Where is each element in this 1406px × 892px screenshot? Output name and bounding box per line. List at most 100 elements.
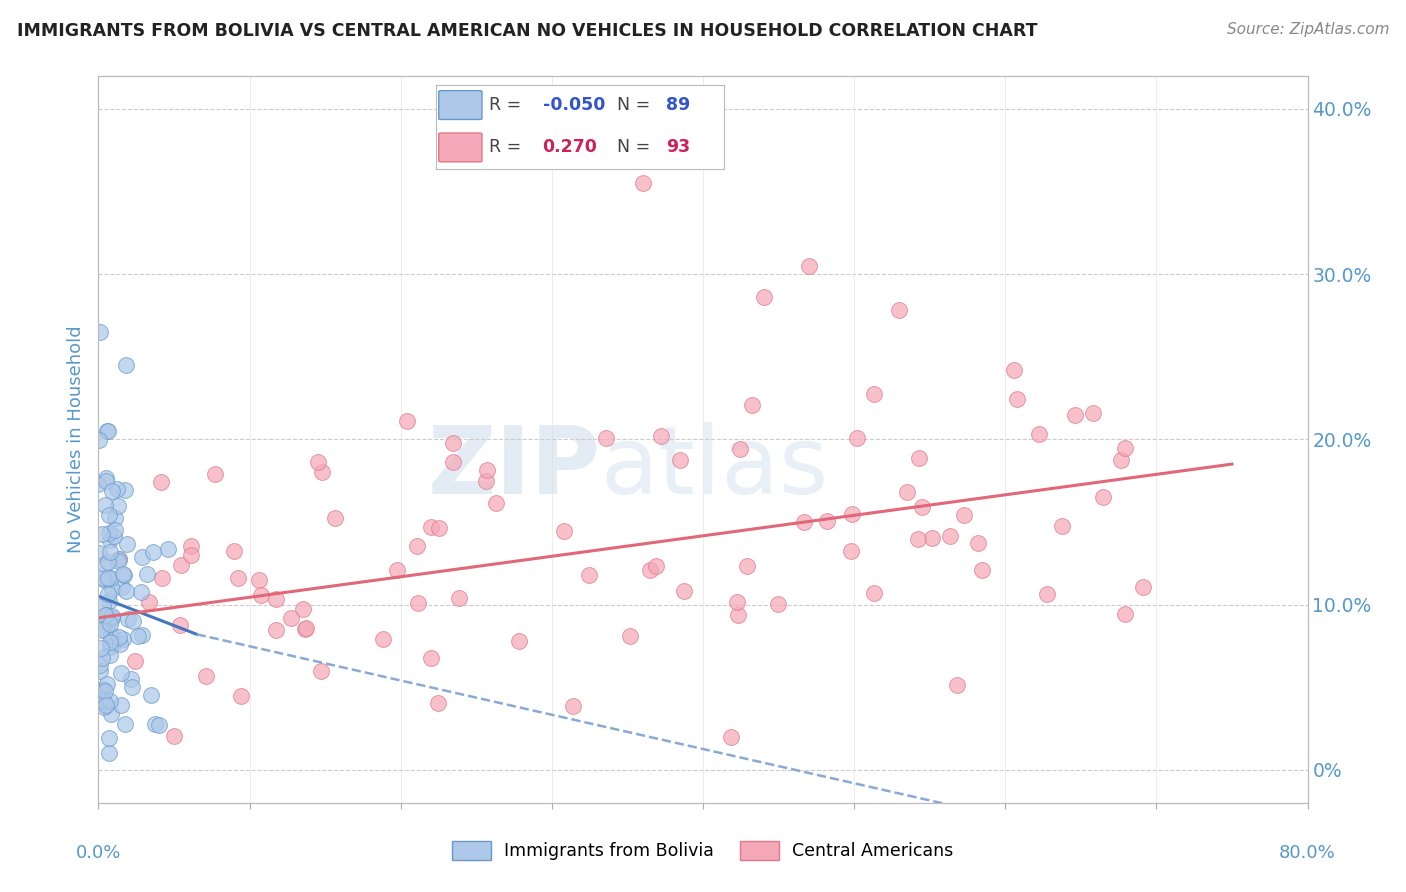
Point — [96, 607, 118, 622]
Point — [98, 746, 121, 760]
Point — [101, 484, 124, 499]
Point — [94, 607, 117, 622]
Point — [730, 442, 752, 456]
Point — [114, 584, 136, 599]
Point — [93, 699, 115, 714]
Point — [89, 657, 111, 672]
Point — [426, 696, 449, 710]
Point — [94, 498, 117, 512]
Point — [896, 485, 918, 500]
FancyBboxPatch shape — [439, 91, 482, 120]
Text: ZIP: ZIP — [427, 423, 600, 515]
Point — [105, 482, 128, 496]
Point — [120, 672, 142, 686]
Point — [427, 521, 450, 535]
Point — [91, 650, 114, 665]
Point — [87, 476, 110, 491]
Point — [98, 616, 121, 631]
Point — [91, 571, 114, 585]
Point — [115, 358, 138, 372]
Point — [110, 698, 132, 712]
Point — [117, 537, 139, 551]
Point — [508, 633, 530, 648]
Point — [96, 676, 118, 690]
Point — [98, 508, 121, 523]
Point — [94, 557, 117, 571]
Y-axis label: No Vehicles in Household: No Vehicles in Household — [67, 326, 86, 553]
Point — [406, 539, 429, 553]
Point — [419, 520, 441, 534]
Point — [294, 622, 316, 636]
Point — [741, 398, 763, 412]
Point — [108, 637, 131, 651]
Text: 80.0%: 80.0% — [1279, 844, 1336, 862]
Text: -0.050: -0.050 — [543, 96, 605, 114]
Point — [226, 571, 249, 585]
Point — [127, 629, 149, 643]
Point — [108, 551, 131, 566]
Text: atlas: atlas — [600, 423, 828, 515]
Point — [295, 621, 318, 635]
Point — [169, 618, 191, 632]
Point — [94, 474, 117, 488]
Point — [420, 651, 443, 665]
Point — [94, 684, 117, 698]
Point — [97, 571, 120, 585]
Point — [578, 567, 600, 582]
Point — [121, 680, 143, 694]
Point — [752, 290, 775, 304]
Point — [280, 611, 302, 625]
Point — [170, 558, 193, 573]
Point — [1092, 490, 1115, 504]
Point — [727, 607, 749, 622]
Point — [638, 562, 661, 576]
Point — [1083, 406, 1105, 420]
Point — [108, 551, 131, 566]
Point — [104, 523, 127, 537]
Point — [939, 528, 962, 542]
Point — [89, 325, 111, 339]
Point — [143, 717, 166, 731]
Point — [87, 546, 110, 560]
Point — [94, 698, 117, 713]
Point — [163, 730, 186, 744]
FancyBboxPatch shape — [439, 133, 482, 161]
Text: R =: R = — [489, 138, 527, 156]
Point — [1050, 519, 1073, 533]
Point — [631, 176, 654, 190]
Point — [815, 514, 838, 528]
Point — [966, 536, 988, 550]
Point — [111, 567, 134, 582]
Point — [292, 602, 315, 616]
Point — [101, 608, 124, 623]
Point — [1064, 408, 1087, 422]
Text: 0.270: 0.270 — [543, 138, 598, 156]
Text: N =: N = — [617, 138, 657, 156]
Point — [863, 387, 886, 401]
Point — [91, 682, 114, 697]
Point — [953, 508, 976, 522]
Text: 93: 93 — [666, 138, 690, 156]
Point — [650, 429, 672, 443]
Point — [668, 452, 690, 467]
Point — [725, 594, 748, 608]
Point — [150, 571, 173, 585]
Point — [98, 640, 121, 654]
Point — [474, 475, 496, 489]
Point — [98, 634, 121, 648]
Point — [103, 529, 125, 543]
Point — [110, 666, 132, 681]
Point — [911, 500, 934, 514]
Point — [447, 591, 470, 606]
Point — [98, 525, 121, 540]
Point — [194, 669, 217, 683]
Point — [91, 622, 114, 636]
Point — [921, 531, 943, 545]
Point — [1114, 607, 1136, 622]
Point — [101, 634, 124, 648]
Point — [323, 511, 346, 525]
Point — [406, 595, 429, 609]
Point — [98, 533, 121, 547]
Point — [846, 431, 869, 445]
Point — [1035, 587, 1057, 601]
